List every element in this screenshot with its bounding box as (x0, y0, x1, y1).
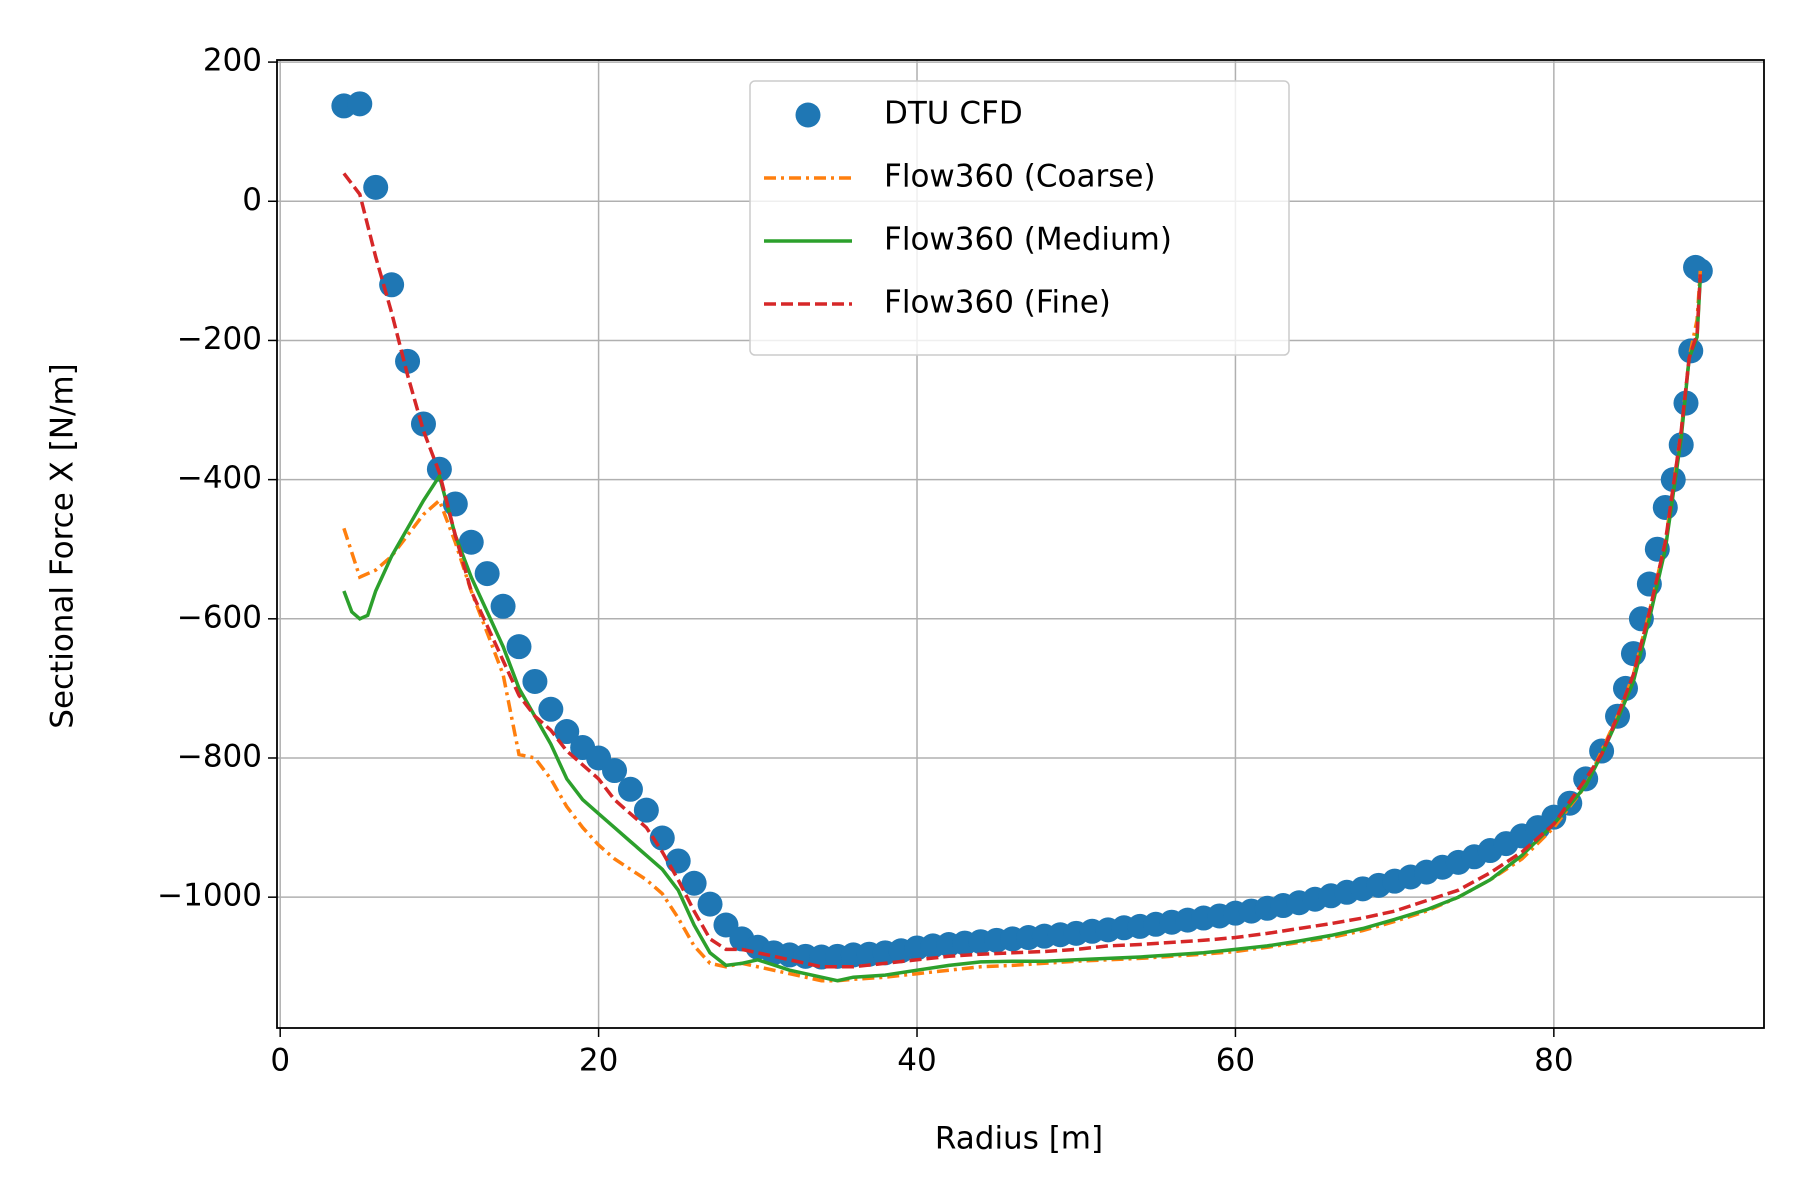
y-tick-label: 0 (242, 182, 262, 218)
legend-box (749, 80, 1290, 356)
axes-frame (276, 59, 1765, 1029)
legend-label: Flow360 (Coarse) (884, 159, 1156, 195)
point (633, 797, 659, 823)
legend-label: Flow360 (Fine) (884, 285, 1111, 321)
x-tick-label: 60 (1216, 1043, 1255, 1079)
x-axis-label: Radius [m] (935, 1121, 1103, 1157)
point (681, 870, 707, 896)
y-tick-label: −800 (177, 738, 262, 774)
x-tick-label: 20 (579, 1043, 618, 1079)
point (1687, 258, 1713, 284)
line (342, 270, 1703, 983)
x-tick-label: 0 (270, 1043, 290, 1079)
point (410, 411, 436, 437)
legend-label: DTU CFD (884, 96, 1023, 132)
y-axis-label: Sectional Force X [N/m] (45, 363, 81, 728)
y-tick-label: −1000 (157, 878, 262, 914)
plot-area (277, 60, 1764, 1028)
legend: DTU CFD Flow360 (Coarse) Flow360 (Medium) F… (749, 80, 1290, 356)
point (538, 696, 564, 722)
y-tick-label: −400 (177, 460, 262, 496)
point (697, 891, 723, 917)
line (342, 277, 1703, 983)
point (458, 529, 484, 555)
point (363, 174, 389, 200)
point (474, 561, 500, 587)
x-tick-label: 40 (897, 1043, 936, 1079)
line (342, 172, 1703, 969)
point (617, 776, 643, 802)
x-tick-label: 80 (1534, 1043, 1573, 1079)
legend-marker (795, 102, 821, 128)
point (522, 668, 548, 694)
point (665, 848, 691, 874)
y-tick-label: −200 (177, 321, 262, 357)
point (602, 758, 628, 784)
point (554, 719, 580, 745)
point (347, 91, 373, 117)
point (506, 634, 532, 660)
y-tick-label: 200 (203, 43, 262, 79)
legend-label: Flow360 (Medium) (884, 222, 1172, 258)
point (490, 593, 516, 619)
y-tick-label: −600 (177, 599, 262, 635)
